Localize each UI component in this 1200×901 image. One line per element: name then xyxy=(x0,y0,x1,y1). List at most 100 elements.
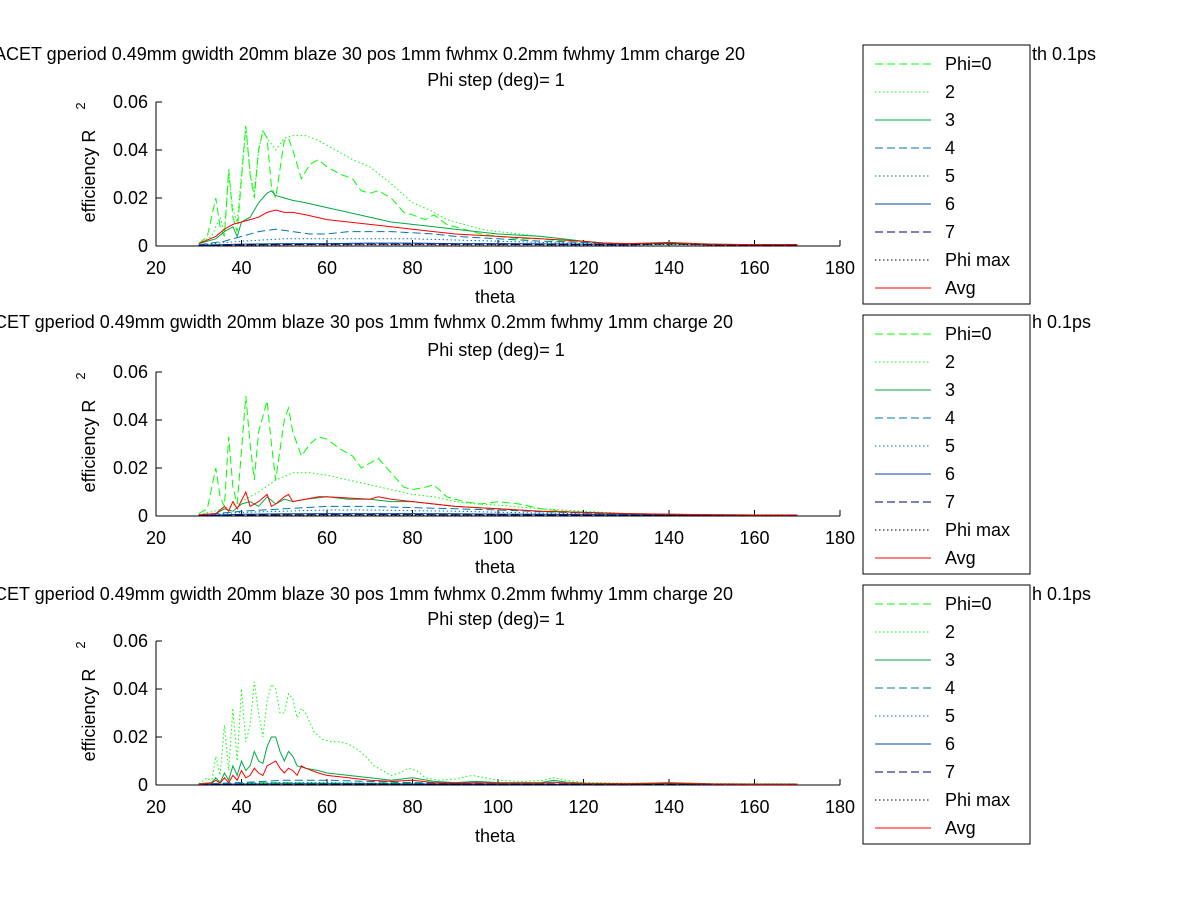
x-tick-label: 20 xyxy=(146,528,166,548)
x-tick-label: 40 xyxy=(231,797,251,817)
y-tick-label: 0 xyxy=(138,236,148,256)
x-tick-label: 140 xyxy=(654,528,684,548)
series-line-avg xyxy=(198,760,798,785)
chart-1: ACET gperiod 0.49mm gwidth 20mm blaze 30… xyxy=(0,44,1096,307)
series-line-7 xyxy=(198,514,798,517)
legend-entry-label: 3 xyxy=(945,650,955,670)
x-tick-label: 20 xyxy=(146,797,166,817)
x-tick-label: 60 xyxy=(317,797,337,817)
legend-box xyxy=(862,314,1031,575)
series-line-2 xyxy=(198,125,798,246)
y-tick-label: 0.02 xyxy=(113,458,148,478)
y-tick-label: 0.04 xyxy=(113,140,148,160)
legend-box xyxy=(862,584,1031,845)
y-tick-label: 0.06 xyxy=(113,631,148,651)
x-tick-label: 140 xyxy=(654,797,684,817)
series-line-phi-max xyxy=(198,783,798,786)
series-line-phi-max xyxy=(198,514,798,517)
y-tick-label: 0.06 xyxy=(113,362,148,382)
legend-entry-label: 2 xyxy=(945,352,955,372)
x-tick-label: 180 xyxy=(825,258,855,278)
x-tick-label: 160 xyxy=(739,797,769,817)
series-line-7 xyxy=(198,243,798,246)
y-tick-label: 0.04 xyxy=(113,679,148,699)
chart-subtitle: Phi step (deg)= 1 xyxy=(427,340,565,360)
series-line-5 xyxy=(198,782,798,785)
y-axis-label-group: efficiency R 2 xyxy=(73,102,99,222)
series-line-avg xyxy=(198,209,798,246)
x-tick-label: 80 xyxy=(402,528,422,548)
series-line-2 xyxy=(198,681,798,785)
x-tick-label: 120 xyxy=(568,528,598,548)
x-axis-label: theta xyxy=(475,557,516,577)
chart-title: CET gperiod 0.49mm gwidth 20mm blaze 30 … xyxy=(0,584,733,604)
series-line-3 xyxy=(198,736,798,785)
x-tick-label: 180 xyxy=(825,528,855,548)
x-tick-label: 160 xyxy=(739,528,769,548)
x-tick-label: 100 xyxy=(483,528,513,548)
chart-title-tail: h 0.1ps xyxy=(1032,312,1091,332)
x-axis-label: theta xyxy=(475,826,516,846)
x-tick-label: 140 xyxy=(654,258,684,278)
y-axis-label: efficiency R xyxy=(79,669,99,762)
chart-3: CET gperiod 0.49mm gwidth 20mm blaze 30 … xyxy=(0,584,1091,846)
y-axis-label-group: efficiency R 2 xyxy=(73,641,99,761)
legend-entry-label: 4 xyxy=(945,678,955,698)
chart-subtitle: Phi step (deg)= 1 xyxy=(427,609,565,629)
x-tick-label: 120 xyxy=(568,797,598,817)
y-tick-label: 0.02 xyxy=(113,727,148,747)
y-tick-label: 0.06 xyxy=(113,92,148,112)
series-line-phi-0 xyxy=(198,125,798,246)
legend-entry-label: Phi max xyxy=(945,250,1010,270)
y-axis-label-sup: 2 xyxy=(73,641,88,648)
x-tick-label: 160 xyxy=(739,258,769,278)
legend-entry-label: 7 xyxy=(945,222,955,242)
legend-box xyxy=(862,44,1031,305)
x-tick-label: 100 xyxy=(483,797,513,817)
x-tick-label: 80 xyxy=(402,258,422,278)
legend-entry-label: 3 xyxy=(945,110,955,130)
legend-entry-label: Avg xyxy=(945,818,976,838)
chart-title: CET gperiod 0.49mm gwidth 20mm blaze 30 … xyxy=(0,312,733,332)
y-axis-label-sup: 2 xyxy=(73,102,88,109)
legend-entry-label: 2 xyxy=(945,622,955,642)
y-axis-label: efficiency R xyxy=(79,130,99,223)
legend-entry-label: 4 xyxy=(945,408,955,428)
x-tick-label: 100 xyxy=(483,258,513,278)
legend-entry-label: Phi=0 xyxy=(945,324,992,344)
legend-entry-label: 2 xyxy=(945,82,955,102)
legend-entry-label: 6 xyxy=(945,464,955,484)
y-tick-label: 0.02 xyxy=(113,188,148,208)
legend-entry-label: Avg xyxy=(945,278,976,298)
series-line-7 xyxy=(198,783,798,786)
series-line-avg xyxy=(198,490,798,516)
y-tick-label: 0 xyxy=(138,506,148,526)
legend-entry-label: 7 xyxy=(945,492,955,512)
y-axis-label: efficiency R xyxy=(79,400,99,493)
x-tick-label: 40 xyxy=(231,258,251,278)
x-axis-label: theta xyxy=(475,287,516,307)
legend-entry-label: 6 xyxy=(945,194,955,214)
y-tick-label: 0 xyxy=(138,775,148,795)
x-tick-label: 60 xyxy=(317,258,337,278)
x-tick-label: 80 xyxy=(402,797,422,817)
legend-entry-label: Phi max xyxy=(945,520,1010,540)
chart-title: ACET gperiod 0.49mm gwidth 20mm blaze 30… xyxy=(0,44,745,64)
legend-entry-label: 4 xyxy=(945,138,955,158)
legend-entry-label: 6 xyxy=(945,734,955,754)
x-tick-label: 40 xyxy=(231,528,251,548)
y-axis-label-sup: 2 xyxy=(73,372,88,379)
legend-entry-label: 5 xyxy=(945,166,955,186)
chart-2: CET gperiod 0.49mm gwidth 20mm blaze 30 … xyxy=(0,312,1091,577)
legend-entry-label: 5 xyxy=(945,706,955,726)
legend-entry-label: Avg xyxy=(945,548,976,568)
series-line-phi-0 xyxy=(198,395,798,516)
series-line-5 xyxy=(198,238,798,246)
legend-entry-label: Phi=0 xyxy=(945,594,992,614)
chart-subtitle: Phi step (deg)= 1 xyxy=(427,70,565,90)
legend-entry-label: 3 xyxy=(945,380,955,400)
legend-entry-label: 5 xyxy=(945,436,955,456)
legend-entry-label: Phi=0 xyxy=(945,54,992,74)
x-tick-label: 60 xyxy=(317,528,337,548)
